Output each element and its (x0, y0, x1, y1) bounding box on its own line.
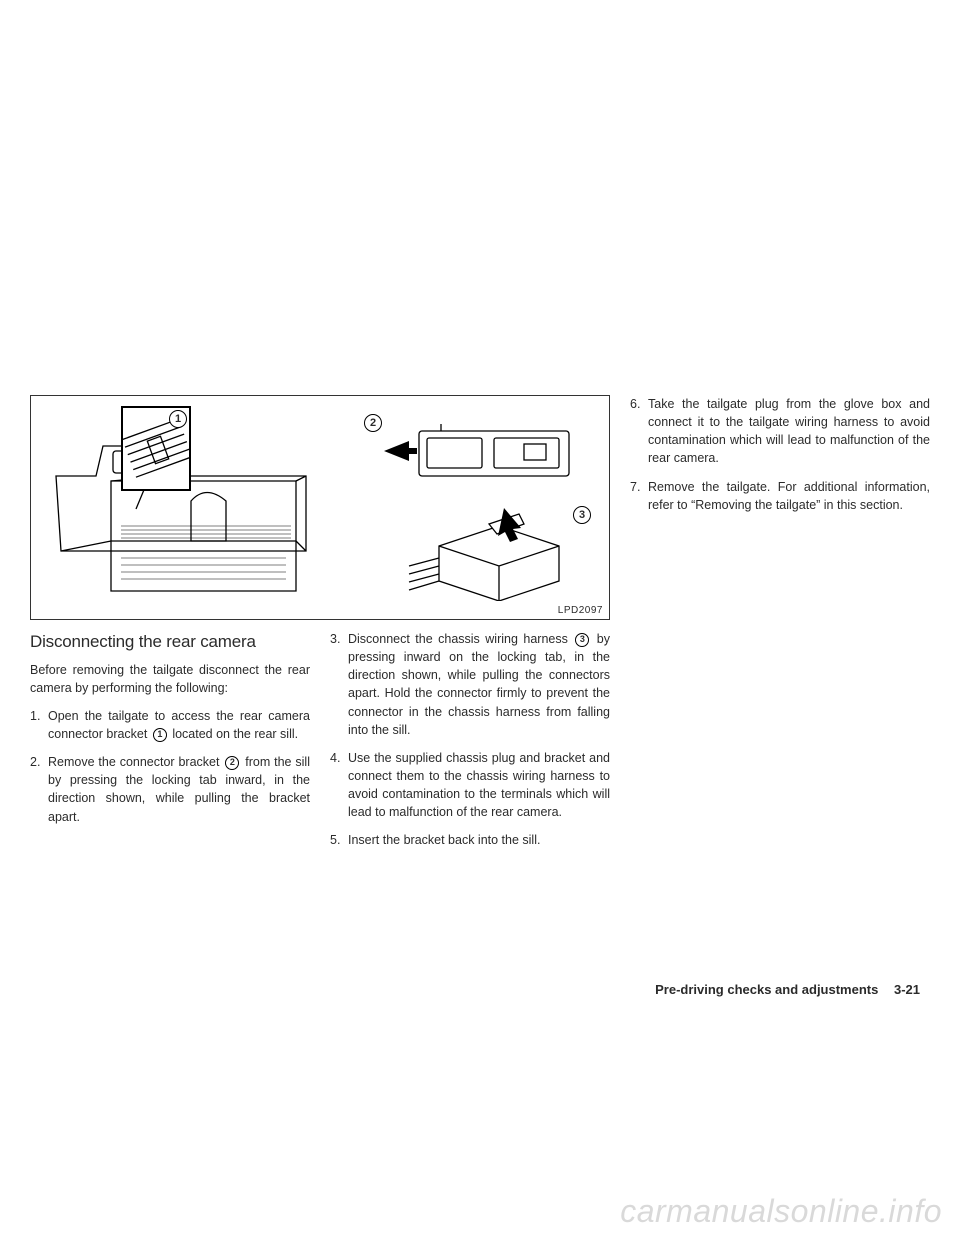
step-5: 5. Insert the bracket back into the sill… (330, 831, 610, 849)
figure-truck-view: 1 (41, 406, 326, 601)
step-text-part: Disconnect the chassis wiring harness (348, 632, 568, 646)
step-text: Remove the connector bracket 2 from the … (48, 753, 310, 826)
step-text: Remove the tailgate. For additional info… (648, 478, 930, 514)
inline-callout-2: 2 (225, 756, 239, 770)
callout-1: 1 (169, 410, 187, 428)
watermark: carmanualsonline.info (620, 1193, 942, 1230)
step-text: Insert the bracket back into the sill. (348, 831, 610, 849)
left-column-wrap: 1 2 (30, 395, 610, 859)
subcolumn-1: Disconnecting the rear camera Before rem… (30, 630, 310, 859)
inline-callout-1: 1 (153, 728, 167, 742)
steps-list-b: 3. Disconnect the chassis wiring harness… (330, 630, 610, 849)
page-body: 1 2 (30, 395, 930, 859)
step-number: 4. (330, 749, 348, 822)
footer-section-name: Pre-driving checks and adjustments (655, 982, 878, 997)
steps-list-c: 6. Take the tailgate plug from the glove… (630, 395, 930, 514)
step-6: 6. Take the tailgate plug from the glove… (630, 395, 930, 468)
subcolumn-2: 3. Disconnect the chassis wiring harness… (330, 630, 610, 859)
callout-2: 2 (364, 414, 382, 432)
page-footer: Pre-driving checks and adjustments 3-21 (655, 982, 920, 997)
step-number: 1. (30, 707, 48, 743)
step-text-part: by pressing inward on the locking tab, i… (348, 632, 610, 737)
step-number: 3. (330, 630, 348, 739)
step-number: 7. (630, 478, 648, 514)
step-text: Take the tailgate plug from the glove bo… (648, 395, 930, 468)
step-number: 5. (330, 831, 348, 849)
figure-label: LPD2097 (558, 605, 603, 616)
step-3: 3. Disconnect the chassis wiring harness… (330, 630, 610, 739)
step-text-part: located on the rear sill. (172, 727, 298, 741)
figure-connector-views: 2 (349, 406, 599, 601)
step-4: 4. Use the supplied chassis plug and bra… (330, 749, 610, 822)
step-text: Disconnect the chassis wiring harness 3 … (348, 630, 610, 739)
inline-callout-3: 3 (575, 633, 589, 647)
figure-inset-detail: 1 (121, 406, 191, 491)
steps-list-a: 1. Open the tailgate to access the rear … (30, 707, 310, 826)
section-heading: Disconnecting the rear camera (30, 630, 310, 655)
callout-3: 3 (573, 506, 591, 524)
step-7: 7. Remove the tailgate. For additional i… (630, 478, 930, 514)
step-text-part: Remove the connector bracket (48, 755, 219, 769)
step-text: Open the tailgate to access the rear cam… (48, 707, 310, 743)
footer-page-number: 3-21 (894, 982, 920, 997)
step-number: 2. (30, 753, 48, 826)
right-column: 6. Take the tailgate plug from the glove… (630, 395, 930, 859)
step-2: 2. Remove the connector bracket 2 from t… (30, 753, 310, 826)
step-number: 6. (630, 395, 648, 468)
left-text-columns: Disconnecting the rear camera Before rem… (30, 630, 610, 859)
step-text: Use the supplied chassis plug and bracke… (348, 749, 610, 822)
intro-paragraph: Before removing the tailgate disconnect … (30, 661, 310, 697)
step-1: 1. Open the tailgate to access the rear … (30, 707, 310, 743)
figure-lpd2097: 1 2 (30, 395, 610, 620)
